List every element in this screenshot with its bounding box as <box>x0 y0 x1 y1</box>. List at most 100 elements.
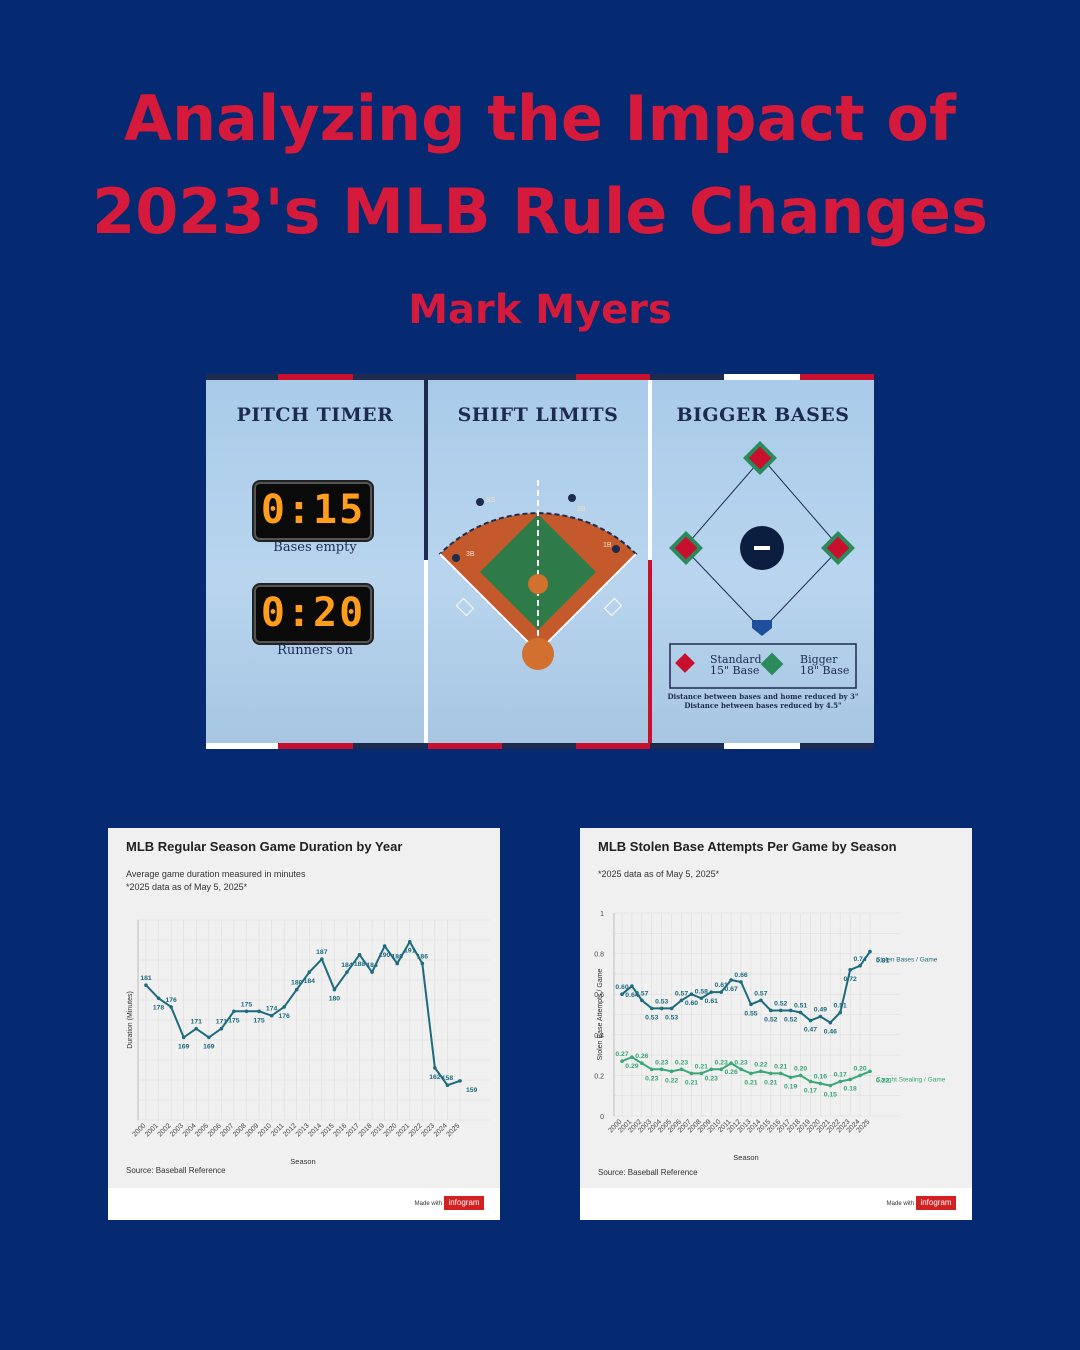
data-label: 0.23 <box>715 1059 728 1066</box>
legend-standard-line1: Standard <box>710 653 762 666</box>
data-label: 0.60 <box>685 1000 698 1007</box>
data-point <box>169 1005 173 1009</box>
data-label: 0.53 <box>645 1014 658 1021</box>
data-label: 0.27 <box>615 1051 628 1058</box>
shift-limits-title: SHIFT LIMITS <box>457 404 619 426</box>
x-tick-label: 2022 <box>408 1122 424 1138</box>
data-point <box>282 1005 286 1009</box>
game-duration-chart: MLB Regular Season Game Duration by Year… <box>108 828 500 1220</box>
data-point <box>868 949 872 954</box>
data-label: 0.23 <box>655 1059 668 1066</box>
legend-bigger-line1: Bigger <box>800 653 838 666</box>
data-label: 175 <box>228 1017 240 1024</box>
data-point <box>649 1067 654 1072</box>
data-point <box>749 1071 753 1076</box>
x-tick-label: 2015 <box>320 1122 336 1138</box>
data-point <box>244 1009 249 1014</box>
y-axis-label: Duration (Minutes) <box>127 991 134 1049</box>
data-point <box>649 1006 654 1011</box>
x-tick-label: 2016 <box>332 1122 348 1138</box>
data-point <box>778 1071 783 1076</box>
x-tick-label: 2014 <box>307 1122 323 1138</box>
data-label: 184 <box>366 962 378 969</box>
bigger-bases-title: BIGGER BASES <box>676 404 850 426</box>
data-point <box>659 1067 664 1072</box>
data-label: 0.46 <box>824 1029 837 1036</box>
chart1-plot: 2000200120022003200420052006200720082009… <box>127 919 490 1166</box>
data-label: 0.21 <box>685 1079 698 1086</box>
data-point <box>709 990 714 994</box>
data-label: 0.81 <box>876 958 889 965</box>
x-axis-label: Season <box>733 1153 758 1162</box>
data-point <box>679 1067 684 1072</box>
2b-label: 2B <box>577 506 586 513</box>
chart2-title: MLB Stolen Base Attempts Per Game by Sea… <box>598 839 897 854</box>
x-tick-label: 2009 <box>244 1122 260 1138</box>
data-label: 180 <box>329 996 341 1003</box>
base-note-1: Distance between bases and home reduced … <box>667 692 859 701</box>
data-point <box>407 939 412 944</box>
data-point <box>370 970 374 974</box>
data-label: 0.16 <box>814 1074 827 1081</box>
data-label: 0.26 <box>725 1069 738 1076</box>
data-point <box>729 1061 733 1066</box>
data-label: 169 <box>178 1043 190 1050</box>
data-label: 190 <box>379 952 391 959</box>
legend-standard: Standard 15" Base <box>710 654 762 676</box>
data-label: 0.52 <box>764 1016 777 1023</box>
data-label: 0.22 <box>754 1061 767 1068</box>
data-point <box>420 961 425 966</box>
data-point <box>382 944 387 948</box>
data-point <box>630 984 634 988</box>
data-point <box>689 992 694 996</box>
data-point <box>679 998 684 1003</box>
chart1-source: Source: Baseball Reference <box>126 1166 226 1175</box>
data-label: 0.23 <box>705 1075 718 1082</box>
data-point <box>828 1020 833 1025</box>
data-label: 187 <box>316 949 328 956</box>
data-point <box>868 1069 872 1074</box>
data-label: 180 <box>291 980 303 987</box>
chart1-note: *2025 data as of May 5, 2025* <box>126 882 248 892</box>
data-label: 0.17 <box>804 1087 817 1094</box>
data-label: 0.21 <box>695 1063 708 1070</box>
x-tick-label: 2002 <box>157 1122 173 1138</box>
data-point <box>848 1077 852 1082</box>
data-point <box>640 998 644 1003</box>
data-point <box>798 1010 803 1015</box>
x-tick-label: 2023 <box>420 1122 436 1138</box>
data-label: 0.21 <box>764 1079 777 1086</box>
data-label: 0.15 <box>824 1092 837 1099</box>
data-point <box>445 1083 450 1088</box>
x-tick-label: 2000 <box>131 1122 147 1138</box>
data-label: 169 <box>203 1043 215 1050</box>
chart2-footer: Made with infogram <box>580 1188 972 1220</box>
data-label: 0.21 <box>744 1079 757 1086</box>
data-point <box>739 980 743 984</box>
data-point <box>699 996 704 1001</box>
data-point <box>219 1026 224 1031</box>
data-point <box>808 1079 813 1084</box>
data-point <box>689 1071 694 1076</box>
clock-bases-empty: 0:15 <box>254 482 372 540</box>
data-point <box>788 1075 793 1080</box>
data-label: 0.20 <box>794 1065 807 1072</box>
data-point <box>759 998 763 1003</box>
x-tick-label: 2020 <box>383 1122 399 1138</box>
data-point <box>232 1009 236 1014</box>
x-tick-label: 2017 <box>345 1122 361 1138</box>
data-point <box>848 968 852 972</box>
infogram-logo[interactable]: infogram <box>916 1196 956 1210</box>
x-tick-label: 2005 <box>194 1122 210 1138</box>
data-point <box>858 1073 862 1078</box>
x-tick-label: 2006 <box>207 1122 223 1138</box>
data-point <box>818 1081 823 1086</box>
data-point <box>156 996 161 1001</box>
series-name-label: Caught Stealing / Game <box>876 1076 946 1083</box>
infogram-logo[interactable]: infogram <box>444 1196 484 1210</box>
clock-runners-on: 0:20 <box>254 585 372 643</box>
data-point <box>433 1066 437 1070</box>
data-point <box>788 1008 793 1013</box>
data-label: 0.29 <box>625 1063 638 1070</box>
data-label: 0.47 <box>804 1027 817 1034</box>
